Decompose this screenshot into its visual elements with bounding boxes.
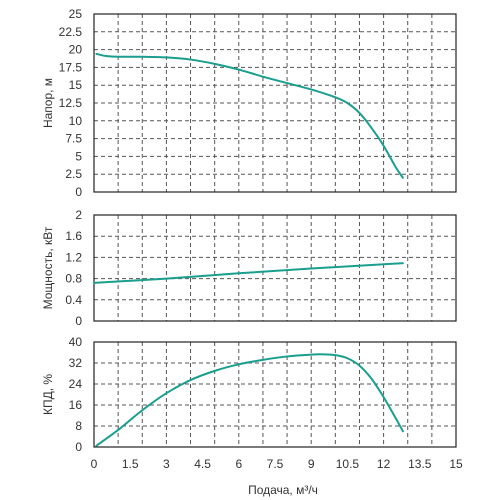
y-tick-label: 32 <box>69 356 83 370</box>
y-tick-label: 25 <box>69 7 83 21</box>
y-tick-label: 8 <box>75 419 82 433</box>
x-tick-label: 7.5 <box>267 457 284 471</box>
y-tick-label: 1.6 <box>65 229 82 243</box>
y-tick-label: 0 <box>75 440 82 454</box>
y-tick-label: 5 <box>75 149 82 163</box>
x-tick-label: 1.5 <box>122 457 139 471</box>
y-tick-label: 7.5 <box>65 132 82 146</box>
series-line <box>95 52 404 179</box>
y-tick-label: 24 <box>69 377 83 391</box>
x-tick-label: 12 <box>377 457 391 471</box>
y-tick-label: 22.5 <box>59 25 83 39</box>
y-tick-label: 16 <box>69 398 83 412</box>
x-axis-label: Подача, м³/ч <box>248 483 318 497</box>
series-line <box>95 353 404 447</box>
x-tick-label: 6 <box>235 457 242 471</box>
series-line <box>93 262 404 284</box>
x-tick-label: 3 <box>163 457 170 471</box>
y-tick-label: 2.5 <box>65 167 82 181</box>
y-tick-label: 40 <box>69 335 83 349</box>
y-tick-label: 0 <box>75 185 82 199</box>
x-tick-label: 13.5 <box>408 457 432 471</box>
chart-panel-1: 0 2.5 5 7.5 10 12.5 15 17.5 20 22.5 25 Напор, м <box>41 7 457 199</box>
y-axis-label: КПД, % <box>41 374 55 415</box>
y-tick-label: 10 <box>69 114 83 128</box>
plot-frame <box>93 13 457 193</box>
y-tick-label: 0 <box>75 314 82 328</box>
y-tick-label: 2 <box>75 208 82 222</box>
y-tick-label: 15 <box>69 78 83 92</box>
plot-frame <box>93 341 457 448</box>
chart-panel-3: 0 8 16 24 32 40 КПД, % 0 1.5 3 4.5 6 7.5 9 10.5 12 13.5 1… <box>41 335 463 497</box>
x-tick-label: 9 <box>308 457 315 471</box>
x-tick-label: 15 <box>449 457 463 471</box>
plot-frame <box>93 214 457 322</box>
y-axis-label: Напор, м <box>41 78 55 128</box>
y-axis-label: Мощность, кВт <box>41 226 55 309</box>
y-tick-label: 17.5 <box>59 60 83 74</box>
y-tick-label: 12.5 <box>59 96 83 110</box>
chart-panel-2: 0 0.4 0.8 1.2 1.6 2 Мощность, кВт <box>41 208 457 328</box>
y-tick-label: 20 <box>69 43 83 57</box>
x-tick-label: 0 <box>91 457 98 471</box>
y-tick-label: 0.8 <box>65 272 82 286</box>
y-tick-label: 0.4 <box>65 293 82 307</box>
y-tick-label: 1.2 <box>65 250 82 264</box>
x-tick-label: 10.5 <box>336 457 360 471</box>
x-tick-label: 4.5 <box>194 457 211 471</box>
